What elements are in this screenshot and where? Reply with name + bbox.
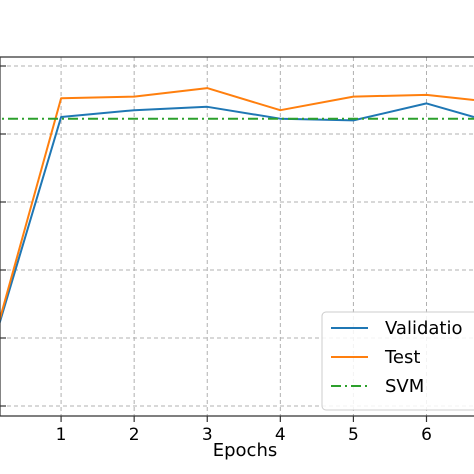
legend-label-test: Test — [384, 347, 420, 368]
legend-label-validation: Validatio — [385, 318, 462, 339]
x-axis-ticks: 1 2 3 4 5 6 — [56, 416, 432, 445]
y-axis-ticks — [0, 65, 6, 407]
legend-label-svm: SVM — [385, 376, 424, 397]
x-tick-label: 3 — [202, 425, 213, 445]
x-tick-label: 2 — [129, 425, 140, 445]
series-lines — [0, 87, 474, 326]
x-tick-label: 6 — [421, 425, 432, 445]
series-line-validation — [0, 102, 474, 326]
series-line-test — [0, 87, 474, 323]
x-tick-label: 5 — [348, 425, 359, 445]
x-tick-label: 1 — [56, 425, 67, 445]
x-axis-label: Epochs — [213, 440, 278, 461]
legend: Validatio Test SVM — [321, 311, 474, 411]
x-tick-label: 4 — [275, 425, 286, 445]
